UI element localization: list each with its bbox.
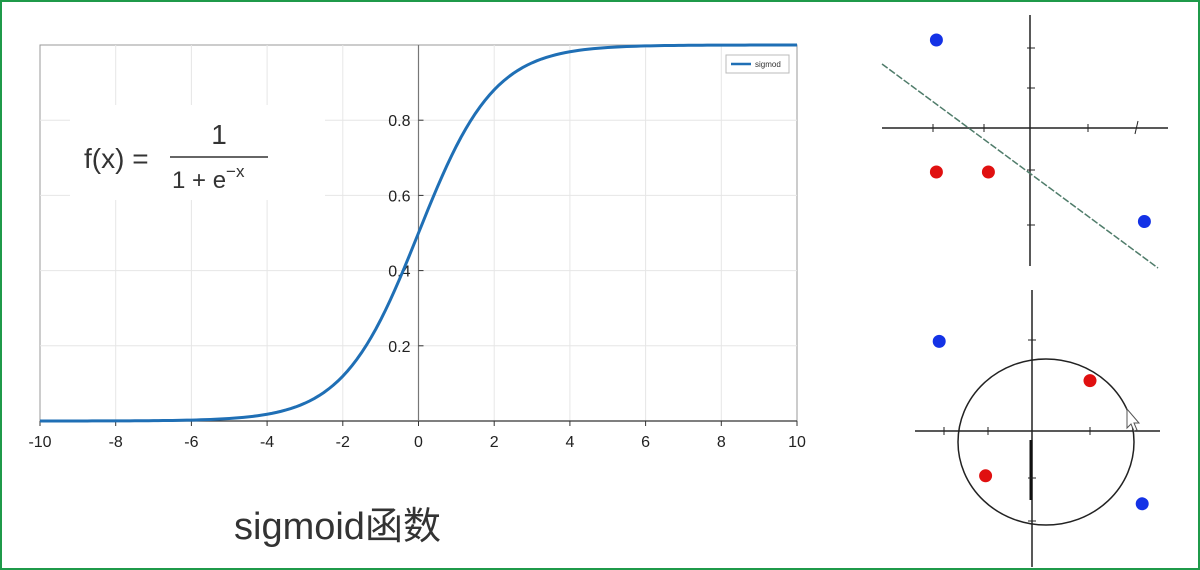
- x-tick-label: -8: [109, 434, 123, 451]
- scatter1-point: [929, 165, 943, 179]
- scatter1-ticks: [932, 47, 1139, 226]
- formula: f(x) = 1 1 + e−x: [70, 105, 325, 200]
- scatter2-point: [1083, 374, 1097, 388]
- y-tick-label: 0.8: [388, 113, 410, 130]
- mouse-cursor-icon: [1126, 407, 1141, 432]
- formula-denominator: 1 + e: [172, 167, 226, 194]
- x-tick-label: -4: [260, 434, 274, 451]
- y-tick-label: 0.2: [388, 339, 410, 356]
- scatter-plot-linear: [881, 15, 1168, 269]
- scatter1-point: [1137, 215, 1151, 228]
- decision-boundary-circle: [957, 358, 1135, 526]
- legend-box: [725, 54, 790, 74]
- y-tick-label: 0.6: [388, 188, 410, 205]
- decision-boundary-line: [881, 63, 1159, 269]
- scatter1-point: [929, 33, 943, 47]
- svg-text:1 + e−x: 1 + e−x: [172, 162, 245, 194]
- scatter2-points: [932, 334, 1149, 511]
- x-tick-label: 8: [717, 434, 726, 451]
- formula-background: [70, 105, 325, 200]
- scatter-plot-circular: [915, 290, 1160, 567]
- scatter2-point: [1135, 497, 1149, 511]
- series-line-sigmod: [40, 43, 798, 423]
- formula-lhs: f(x) =: [84, 143, 149, 174]
- x-tick-label: -6: [184, 434, 198, 451]
- x-tick-label: 6: [641, 434, 650, 451]
- formula-numerator: 1: [211, 119, 227, 150]
- x-tick-label: 0: [414, 434, 423, 451]
- x-tick-label: -10: [28, 434, 51, 451]
- legend-label: sigmod: [755, 60, 781, 69]
- sigmoid-plot: -10 -8 -6 -4 -2 0 2 4 6 8 10 0.20.40.60.8 f(x) = 1…: [28, 43, 806, 451]
- chart-caption: sigmoid函数: [234, 506, 441, 548]
- x-tick-label: 4: [565, 434, 574, 451]
- x-tick-label: 10: [788, 434, 806, 451]
- legend: sigmod: [725, 54, 790, 74]
- scatter2-point: [979, 469, 993, 483]
- x-tick-label: -2: [336, 434, 350, 451]
- scatter2-ticks: [943, 339, 1091, 522]
- scatter1-points: [929, 33, 1151, 228]
- x-tick-labels: -10 -8 -6 -4 -2 0 2 4 6 8 10: [28, 421, 806, 451]
- scatter1-point: [981, 165, 995, 179]
- scatter2-point: [932, 334, 946, 348]
- series-lines: [40, 43, 798, 423]
- formula-exponent: −x: [226, 162, 245, 181]
- x-tick-label: 2: [490, 434, 499, 451]
